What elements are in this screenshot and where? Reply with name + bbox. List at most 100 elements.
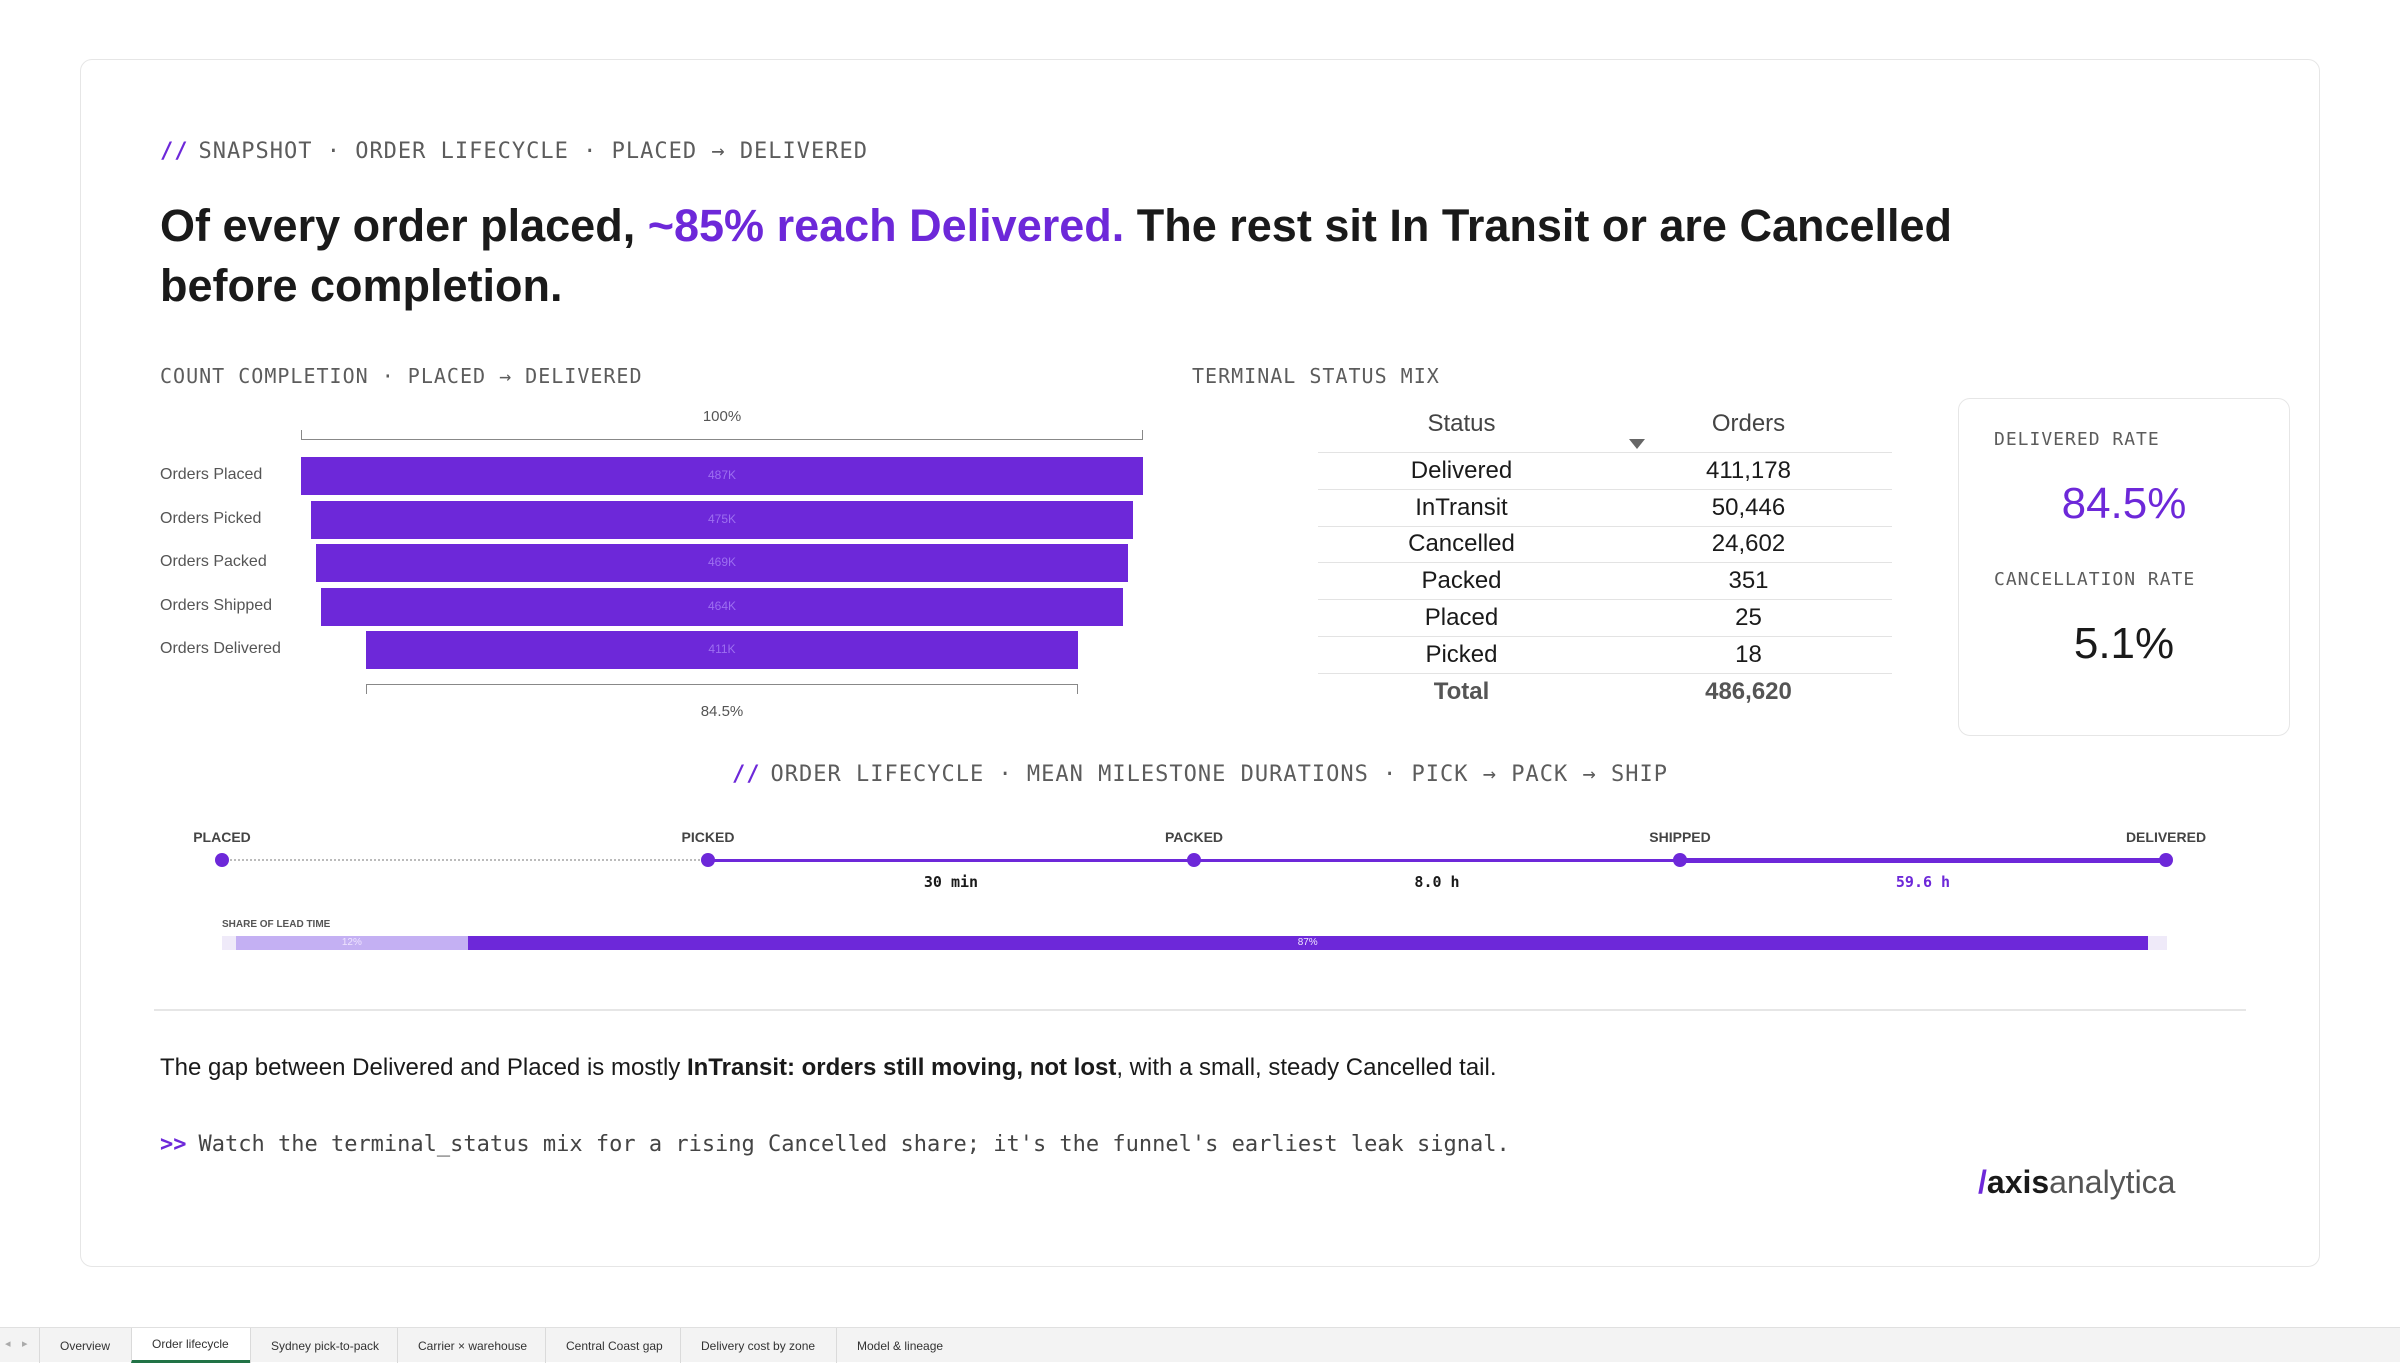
timeline-title: // ORDER LIFECYCLE · MEAN MILESTONE DURAT… bbox=[0, 762, 2400, 787]
milestone-dot[interactable] bbox=[215, 853, 229, 867]
eyebrow: // SNAPSHOT · ORDER LIFECYCLE · PLACED → … bbox=[160, 139, 868, 164]
timeline-segment bbox=[708, 858, 1194, 862]
sheet-tab[interactable]: Model & lineage bbox=[836, 1328, 960, 1363]
milestone-label: DELIVERED bbox=[2125, 829, 2207, 845]
logo-slash: / bbox=[1978, 1164, 1987, 1200]
funnel-stage-label: Orders Delivered bbox=[160, 640, 281, 657]
status-cell: Packed bbox=[1421, 567, 1502, 595]
funnel-title: COUNT COMPLETION · PLACED → DELIVERED bbox=[160, 364, 643, 388]
col-header-orders[interactable]: Orders bbox=[1711, 410, 1786, 437]
duration-label: 8.0 h bbox=[1414, 873, 1460, 891]
funnel-bar[interactable]: 469K bbox=[316, 544, 1128, 582]
table-row[interactable]: Picked 18 bbox=[1318, 635, 1892, 673]
share-segment-label: 87% bbox=[1297, 937, 1318, 948]
eyebrow-text: SNAPSHOT · ORDER LIFECYCLE · PLACED → DE… bbox=[198, 139, 869, 164]
table-row[interactable]: Delivered 411,178 bbox=[1318, 452, 1892, 489]
status-cell: Delivered bbox=[1410, 456, 1513, 484]
funnel-stage-label: Orders Placed bbox=[160, 466, 263, 483]
status-table: Status Orders Delivered 411,178 InTransit 5… bbox=[1318, 400, 1892, 710]
share-segment-label: 12% bbox=[341, 937, 362, 948]
sheet-tab[interactable]: Sydney pick-to-pack bbox=[250, 1328, 397, 1363]
duration-label: 59.6 h bbox=[1895, 873, 1951, 891]
milestone-label: PICKED bbox=[681, 829, 735, 845]
total-label: Total bbox=[1433, 677, 1490, 705]
funnel-top-bracket-label: 100% bbox=[702, 408, 742, 425]
headline-after: The rest sit In Transit or are Cancelled… bbox=[160, 200, 1953, 311]
sort-down-icon[interactable] bbox=[1629, 439, 1645, 449]
funnel-top-bracket bbox=[301, 430, 1143, 440]
orders-cell: 411,178 bbox=[1706, 456, 1791, 484]
sheet-tab[interactable]: Carrier × warehouse bbox=[397, 1328, 545, 1363]
callout: >> Watch the terminal_status mix for a ri… bbox=[160, 1132, 1510, 1157]
divider bbox=[154, 1009, 2246, 1011]
sheet-tab[interactable]: Overview bbox=[39, 1328, 131, 1363]
share-segment[interactable]: 87% bbox=[467, 936, 2148, 950]
duration-label: 30 min bbox=[923, 873, 979, 891]
funnel-chart: 100% 84.5% Orders Placed 487K Orders Picke… bbox=[160, 400, 1160, 730]
funnel-bar[interactable]: 487K bbox=[301, 457, 1143, 495]
table-row[interactable]: Cancelled 24,602 bbox=[1318, 525, 1892, 563]
headline-accent: ~85% reach Delivered. bbox=[647, 200, 1125, 251]
sheet-tab[interactable]: Order lifecycle bbox=[131, 1328, 250, 1363]
funnel-bottom-bracket bbox=[366, 684, 1078, 694]
funnel-stage-label: Orders Shipped bbox=[160, 596, 273, 614]
logo-suffix: analytica bbox=[2049, 1164, 2176, 1200]
status-cell: Placed bbox=[1424, 604, 1499, 632]
delivered-rate-value: 84.5% bbox=[2061, 479, 2187, 528]
funnel-bar[interactable]: 475K bbox=[311, 500, 1133, 539]
table-row[interactable]: InTransit 50,446 bbox=[1318, 488, 1892, 526]
timeline-segment bbox=[1194, 858, 1680, 862]
funnel-bar[interactable]: 464K bbox=[320, 587, 1124, 626]
status-cell: Picked bbox=[1425, 640, 1498, 668]
headline-before: Of every order placed, bbox=[160, 200, 648, 251]
table-row[interactable]: Packed 351 bbox=[1318, 562, 1892, 599]
kpi-card: DELIVERED RATE 84.5% CANCELLATION RATE 5… bbox=[1958, 398, 2290, 736]
share-of-lead-time-bar: 12% 87% bbox=[222, 936, 2167, 950]
funnel-bar-label: 411K bbox=[708, 642, 736, 656]
funnel-bar[interactable]: 411K bbox=[366, 631, 1078, 669]
milestone-label: PACKED bbox=[1164, 829, 1224, 845]
milestone-label: PLACED bbox=[193, 829, 251, 845]
delivered-rate-label: DELIVERED RATE bbox=[1994, 429, 2160, 450]
orders-cell: 351 bbox=[1728, 567, 1769, 595]
status-table-header: Status Orders bbox=[1318, 400, 1892, 452]
sheet-tab[interactable]: Central Coast gap bbox=[545, 1328, 680, 1363]
callout-text: Watch the terminal_status mix for a risi… bbox=[198, 1132, 1510, 1157]
funnel-stage-label: Orders Packed bbox=[160, 553, 267, 570]
page-headline: Of every order placed, ~85% reach Delive… bbox=[160, 196, 2060, 316]
narrative-before: The gap between Delivered and Placed is … bbox=[160, 1054, 687, 1081]
tab-next-icon[interactable]: ▸ bbox=[22, 1338, 28, 1350]
orders-cell: 18 bbox=[1735, 640, 1762, 668]
sheet-tab-bar: ◂ ▸ Overview Order lifecycle Sydney pick-t… bbox=[0, 1327, 2400, 1363]
funnel-bar-label: 487K bbox=[707, 468, 737, 482]
narrative-after: , with a small, steady Cancelled tail. bbox=[1116, 1054, 1497, 1081]
funnel-bottom-bracket-label: 84.5% bbox=[700, 703, 744, 720]
tab-prev-icon[interactable]: ◂ bbox=[5, 1338, 11, 1350]
logo-brand: axis bbox=[1986, 1164, 2050, 1200]
col-header-status[interactable]: Status bbox=[1427, 410, 1496, 437]
cancellation-rate-label: CANCELLATION RATE bbox=[1994, 569, 2196, 590]
total-value: 486,620 bbox=[1705, 677, 1792, 705]
orders-cell: 25 bbox=[1735, 604, 1762, 632]
milestone-dot[interactable] bbox=[1673, 853, 1687, 867]
funnel-bar-label: 469K bbox=[707, 555, 736, 569]
funnel-bar-label: 475K bbox=[707, 511, 736, 526]
orders-cell: 50,446 bbox=[1711, 493, 1786, 521]
narrative-bold: InTransit: orders still moving, not lost bbox=[686, 1054, 1117, 1081]
narrative-text: The gap between Delivered and Placed is … bbox=[160, 1054, 1497, 1082]
eyebrow-slash: // bbox=[160, 139, 189, 164]
status-cell: InTransit bbox=[1415, 493, 1508, 521]
milestone-dot[interactable] bbox=[2159, 853, 2173, 867]
timeline-segment bbox=[1680, 857, 2166, 863]
timeline-title-text: ORDER LIFECYCLE · MEAN MILESTONE DURATIO… bbox=[770, 762, 1668, 787]
share-segment[interactable]: 12% bbox=[236, 936, 468, 950]
sheet-tab[interactable]: Delivery cost by zone bbox=[680, 1328, 836, 1363]
timeline-slash: // bbox=[732, 762, 761, 787]
status-cell: Cancelled bbox=[1408, 530, 1515, 558]
brand-logo: /axisanalytica bbox=[1978, 1164, 2175, 1201]
milestone-label: SHIPPED bbox=[1649, 829, 1711, 845]
table-row[interactable]: Placed 25 bbox=[1318, 599, 1892, 636]
timeline-segment-dotted bbox=[222, 859, 708, 861]
milestone-dot[interactable] bbox=[1187, 853, 1201, 867]
milestone-dot[interactable] bbox=[701, 853, 715, 867]
